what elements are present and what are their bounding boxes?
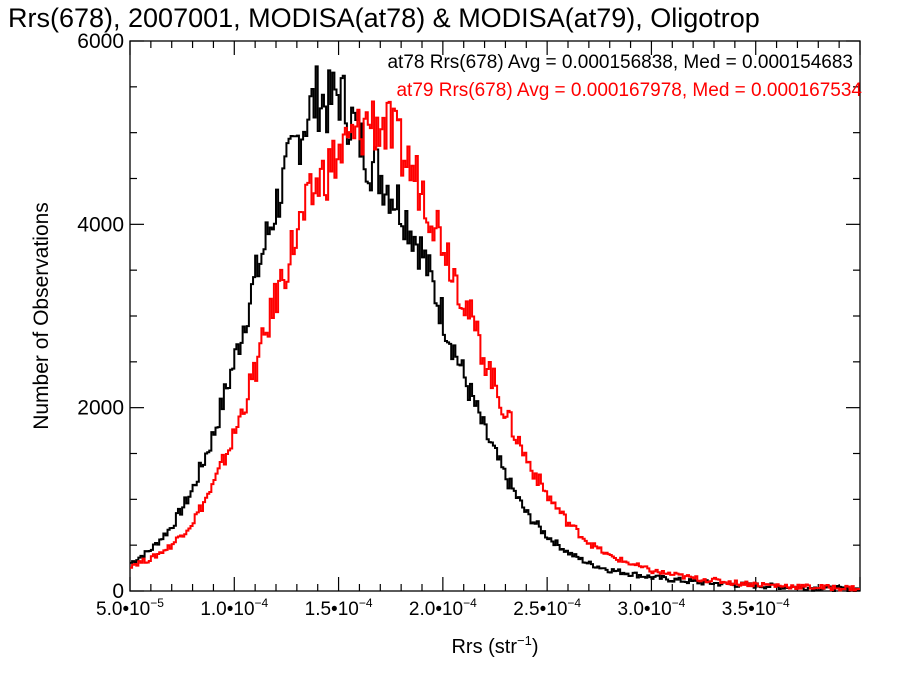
x-tick-exponent: −4 [463,596,477,610]
y-tick-label: 2000 [77,397,124,420]
series-at79-line [130,100,860,592]
legend-entry-at78: at78 Rrs(678) Avg = 0.000156838, Med = 0… [387,52,853,73]
x-tick-label: 1.0•10−4 [200,596,268,620]
x-tick-mantissa: 1.0•10 [200,599,254,620]
x-tick-exponent: −4 [567,596,581,610]
plot-frame [129,40,861,592]
x-axis-label-sup: −1 [517,633,532,648]
x-tick-label: 2.0•10−4 [409,596,477,620]
x-axis-label: Rrs (str−1) [451,633,538,658]
x-tick-label: 1.5•10−4 [305,596,373,620]
x-tick-mantissa: 2.0•10 [409,599,463,620]
chart-title: Rrs(678), 2007001, MODISA(at78) & MODISA… [8,3,760,33]
x-tick-mantissa: 3.0•10 [617,599,671,620]
x-ticks: 5.0•10−5 1.0•10−4 1.5•10−4 2.0•10−4 2.5•10−4… [96,41,861,620]
x-axis-label-main: Rrs (str [451,636,517,658]
x-tick-mantissa: 5.0•10 [96,599,150,620]
x-tick-label: 2.5•10−4 [513,596,581,620]
x-tick-mantissa: 2.5•10 [513,599,567,620]
x-axis-label-end: ) [532,636,539,658]
x-tick-mantissa: 3.5•10 [722,599,776,620]
x-tick-exponent: −4 [672,596,686,610]
y-tick-label: 4000 [77,213,124,236]
x-tick-exponent: −4 [776,596,790,610]
series-lines [130,65,860,592]
y-tick-label: 0 [112,580,124,603]
series-at78-line [130,65,860,592]
x-tick-mantissa: 1.5•10 [305,599,359,620]
y-tick-label: 6000 [77,30,124,53]
y-ticks: 0 2000 4000 6000 [77,30,860,603]
x-tick-exponent: −4 [255,596,269,610]
y-axis-label: Number of Observations [30,202,53,430]
x-tick-exponent: −5 [150,596,164,610]
x-tick-label: 3.5•10−4 [722,596,790,620]
x-tick-label: 3.0•10−4 [617,596,685,620]
legend-entry-at79: at79 Rrs(678) Avg = 0.000167978, Med = 0… [396,80,862,101]
x-tick-exponent: −4 [359,596,373,610]
x-tick-label: 5.0•10−5 [96,596,164,620]
